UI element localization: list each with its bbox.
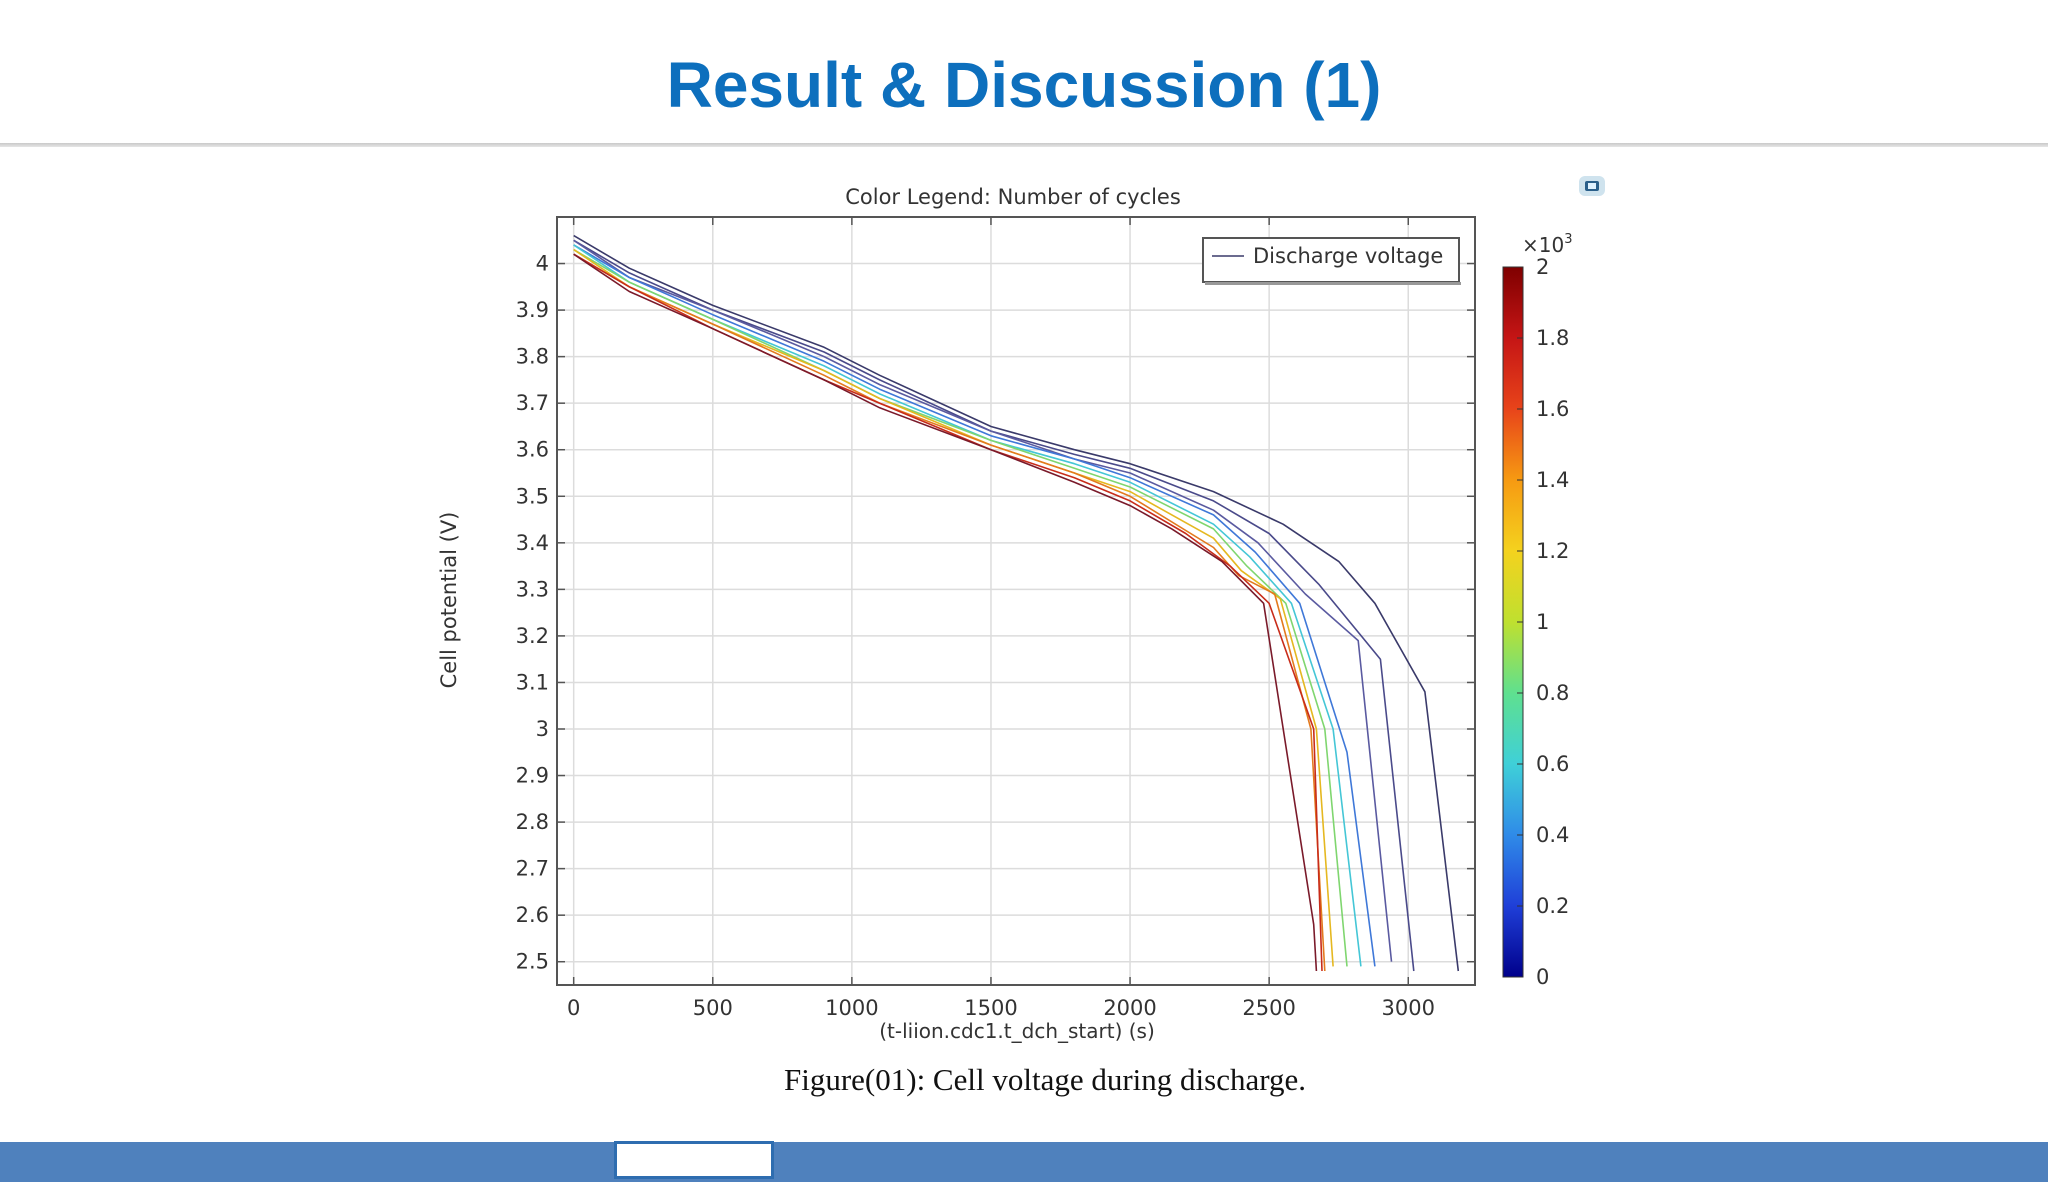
slide-title: Result & Discussion (1) bbox=[666, 49, 1382, 121]
y-tick-label: 3.2 bbox=[516, 624, 549, 648]
series-line-9 bbox=[573, 253, 1323, 972]
colorbar-ticks: 0 0.2 0.4 0.6 0.8 1 1.2 1.4 1.6 1.8 2 bbox=[1517, 255, 1569, 989]
colorbar-tick-label: 1.4 bbox=[1536, 468, 1569, 492]
x-tick-label: 2000 bbox=[1103, 996, 1156, 1020]
y-tick-label: 4 bbox=[536, 252, 549, 276]
y-tick-label: 3.6 bbox=[516, 438, 549, 462]
x-tick-label: 500 bbox=[693, 996, 733, 1020]
colorbar-tick-label: 1 bbox=[1536, 610, 1549, 634]
y-tick-label: 2.9 bbox=[516, 764, 549, 788]
colorbar-tick-label: 0 bbox=[1536, 965, 1549, 989]
colorbar-multiplier-base: ×10 bbox=[1522, 233, 1564, 257]
colorbar-tick-label: 0.6 bbox=[1536, 752, 1569, 776]
y-axis-label: Cell potential (V) bbox=[437, 512, 461, 689]
chart-title: Color Legend: Number of cycles bbox=[845, 185, 1181, 209]
series-line-8 bbox=[573, 253, 1326, 972]
series-group bbox=[573, 234, 1460, 972]
y-tick-label: 3.4 bbox=[516, 531, 549, 555]
colorbar-multiplier: ×103 bbox=[1522, 232, 1573, 257]
y-tick-label: 2.7 bbox=[516, 857, 549, 881]
y-tick-label: 3.9 bbox=[516, 298, 549, 322]
legend-box: Discharge voltage bbox=[1202, 237, 1461, 285]
x-tick-label: 0 bbox=[567, 996, 580, 1020]
y-tick-label: 3.3 bbox=[516, 577, 549, 601]
title-divider bbox=[0, 143, 2048, 147]
colorbar-tick-label: 2 bbox=[1536, 255, 1549, 279]
legend-frame bbox=[1202, 237, 1460, 283]
plot-frame bbox=[556, 216, 1476, 986]
series-line-4 bbox=[573, 244, 1376, 967]
figure-caption: Figure(01): Cell voltage during discharg… bbox=[783, 1062, 1306, 1097]
colorbar: 0 0.2 0.4 0.6 0.8 1 1.2 1.4 1.6 1.8 2 ×103 bbox=[1502, 232, 1573, 989]
legend-shadow bbox=[1205, 282, 1461, 285]
colorbar-tick-label: 0.2 bbox=[1536, 894, 1569, 918]
x-axis-label: (t-liion.cdc1.t_dch_start) (s) bbox=[879, 1019, 1155, 1043]
colorbar-multiplier-exponent: 3 bbox=[1564, 232, 1572, 247]
series-line-5 bbox=[573, 244, 1362, 967]
y-tick-label: 3.5 bbox=[516, 484, 549, 508]
legend-label: Discharge voltage bbox=[1253, 244, 1443, 268]
x-tick-label: 2500 bbox=[1242, 996, 1295, 1020]
screen-capture-icon bbox=[1579, 176, 1605, 196]
y-tick-label: 3.1 bbox=[516, 670, 549, 694]
y-tick-label: 3.8 bbox=[516, 345, 549, 369]
footer-slide-box bbox=[614, 1141, 774, 1179]
colorbar-tick-label: 0.4 bbox=[1536, 823, 1569, 847]
y-axis-ticks: 2.5 2.6 2.7 2.8 2.9 3 3.1 3.2 3.3 3.4 3.5 3.6 3.7 3.8… bbox=[516, 252, 1475, 974]
series-line-1 bbox=[573, 234, 1460, 972]
x-tick-label: 3000 bbox=[1382, 996, 1435, 1020]
x-tick-label: 1000 bbox=[825, 996, 878, 1020]
colorbar-tick-label: 0.8 bbox=[1536, 681, 1569, 705]
x-tick-label: 1500 bbox=[964, 996, 1017, 1020]
series-line-10 bbox=[573, 253, 1318, 972]
series-line-2 bbox=[573, 239, 1415, 972]
y-tick-label: 2.6 bbox=[516, 903, 549, 927]
series-line-6 bbox=[573, 248, 1348, 967]
colorbar-tick-label: 1.6 bbox=[1536, 397, 1569, 421]
footer-bar bbox=[0, 1142, 2048, 1182]
colorbar-tick-label: 1.8 bbox=[1536, 326, 1569, 350]
y-tick-label: 2.5 bbox=[516, 950, 549, 974]
colorbar-tick-label: 1.2 bbox=[1536, 539, 1569, 563]
y-tick-label: 2.8 bbox=[516, 810, 549, 834]
x-axis-ticks: 0 500 1000 1500 2000 2500 3000 bbox=[567, 217, 1435, 1020]
y-tick-label: 3.7 bbox=[516, 391, 549, 415]
y-tick-label: 3 bbox=[536, 717, 549, 741]
